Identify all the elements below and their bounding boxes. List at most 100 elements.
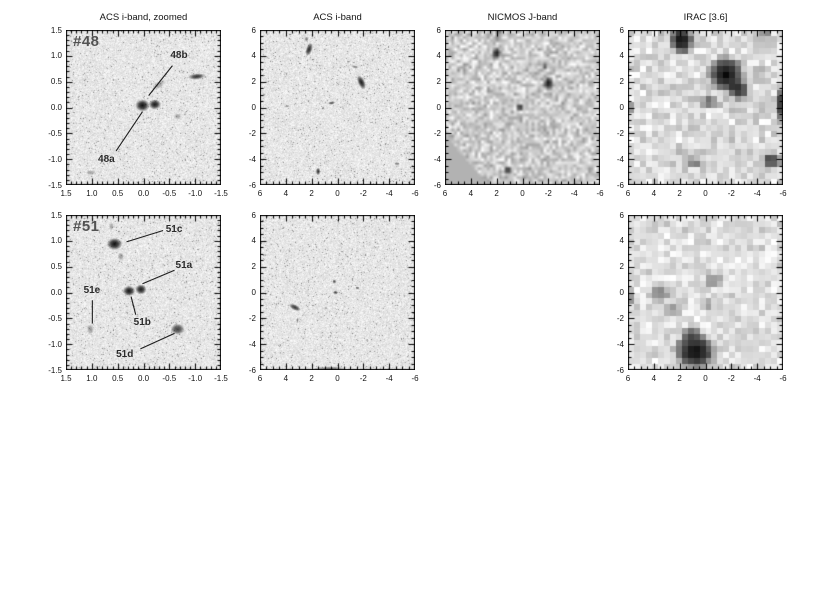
y-tick-label: 0 [619, 103, 624, 112]
y-tick-label: -4 [433, 154, 441, 164]
x-tick-label: 2 [494, 189, 499, 198]
object-id-label-p48-zoom: #48 [73, 33, 100, 50]
cutout-image-p48-zoom [66, 30, 221, 185]
x-tick-label: -1.0 [188, 189, 203, 198]
cutout-panel-p48-nicmos [445, 30, 600, 185]
cutout-image-p51-acs [260, 215, 415, 370]
y-tick-label: 4 [619, 236, 624, 246]
y-tick-label: 4 [436, 51, 441, 61]
source-label-48a: 48a [98, 154, 115, 165]
x-tick-label: -1.5 [214, 374, 228, 383]
x-tick-label: -0.5 [162, 189, 177, 198]
panel-title-irac: IRAC [3.6] [683, 12, 728, 23]
x-tick-label: 0.5 [112, 189, 124, 198]
y-tick-label: -0.5 [48, 313, 62, 323]
y-tick-label: 4 [251, 51, 256, 61]
y-tick-label: 1.0 [50, 51, 62, 61]
y-tick-label: 2 [619, 77, 624, 87]
x-tick-label: -4 [753, 374, 761, 383]
y-tick-label: 4 [619, 51, 624, 61]
x-tick-label: 6 [257, 374, 263, 383]
x-tick-label: 0 [335, 374, 340, 383]
x-tick-label: 2 [677, 189, 682, 198]
y-tick-label: 6 [619, 210, 624, 220]
y-tick-label: 6 [251, 210, 256, 220]
x-tick-label: 1.0 [86, 189, 98, 198]
x-tick-label: 4 [651, 374, 657, 383]
x-tick-label: -4 [385, 374, 393, 383]
y-tick-label: 6 [619, 25, 624, 35]
x-tick-label: -2 [727, 189, 735, 198]
y-tick-label: 0 [619, 288, 624, 297]
source-label-51c: 51c [165, 224, 183, 236]
x-tick-label: -6 [779, 374, 787, 383]
y-tick-label: -4 [616, 154, 624, 164]
x-tick-label: 0.0 [137, 189, 150, 198]
y-tick-label: 0.5 [50, 262, 62, 272]
x-tick-label: -6 [411, 374, 419, 383]
x-tick-label: 0 [703, 374, 708, 383]
y-tick-label: -6 [616, 365, 624, 375]
panel-title-acs: ACS i-band [313, 12, 362, 23]
y-tick-label: -1.0 [48, 339, 62, 349]
y-tick-label: -2 [248, 128, 256, 138]
y-tick-label: 0.0 [50, 103, 62, 112]
y-tick-label: 0 [436, 103, 441, 112]
y-tick-label: -1.0 [48, 154, 62, 164]
x-tick-label: 0.0 [137, 374, 150, 383]
x-tick-label: 2 [309, 189, 314, 198]
y-tick-label: -2 [248, 313, 256, 323]
panel-title-acs-zoomed: ACS i-band, zoomed [99, 12, 188, 23]
y-tick-label: 6 [251, 25, 256, 35]
x-tick-label: -1.5 [214, 189, 228, 198]
cutout-panel-p51-acs [260, 215, 415, 370]
y-tick-label: 1.5 [50, 25, 62, 35]
y-tick-label: 2 [436, 77, 441, 87]
cutout-image-p48-acs [260, 30, 415, 185]
source-label-51e: 51e [83, 284, 101, 296]
x-tick-label: 1.5 [60, 374, 72, 383]
cutout-panel-p48-zoom: #48 48b 48a [66, 30, 221, 185]
x-tick-label: -4 [570, 189, 578, 198]
x-tick-label: 6 [625, 189, 631, 198]
y-tick-label: -4 [248, 154, 256, 164]
source-label-48b: 48b [170, 50, 188, 62]
x-tick-label: 6 [625, 374, 631, 383]
y-tick-label: 0.0 [50, 288, 62, 297]
y-tick-label: -6 [248, 365, 256, 375]
x-tick-label: 0 [335, 189, 340, 198]
y-tick-label: -2 [616, 128, 624, 138]
x-tick-label: -2 [544, 189, 552, 198]
x-tick-label: -6 [779, 189, 787, 198]
x-tick-label: -0.5 [162, 374, 177, 383]
x-tick-label: 6 [257, 189, 263, 198]
cutout-panel-p51-irac [628, 215, 783, 370]
y-tick-label: -4 [248, 339, 256, 349]
y-tick-label: 4 [251, 236, 256, 246]
y-tick-label: 1.0 [50, 236, 62, 246]
cutout-panel-p51-zoom: #51 51c 51a 51e 51b 51d [66, 215, 221, 370]
y-tick-label: -6 [616, 180, 624, 190]
x-tick-label: 4 [283, 189, 289, 198]
y-tick-label: 0 [251, 103, 256, 112]
y-tick-label: 2 [251, 262, 256, 272]
y-tick-label: 6 [436, 25, 441, 35]
source-label-51b: 51b [133, 316, 151, 328]
y-tick-label: -0.5 [48, 128, 62, 138]
y-tick-label: -1.5 [48, 180, 62, 190]
x-tick-label: 2 [309, 374, 314, 383]
x-tick-label: 2 [677, 374, 682, 383]
x-tick-label: -6 [596, 189, 604, 198]
x-tick-label: -2 [359, 189, 367, 198]
cutout-panel-p48-irac [628, 30, 783, 185]
x-tick-label: -6 [411, 189, 419, 198]
y-tick-label: -1.5 [48, 365, 62, 375]
y-tick-label: 0.5 [50, 77, 62, 87]
x-tick-label: 6 [442, 189, 448, 198]
cutout-image-p48-nicmos [445, 30, 600, 185]
panel-title-nicmos: NICMOS J-band [487, 12, 558, 23]
x-tick-label: -4 [385, 189, 393, 198]
cutout-panel-p48-acs [260, 30, 415, 185]
y-tick-label: -2 [616, 313, 624, 323]
